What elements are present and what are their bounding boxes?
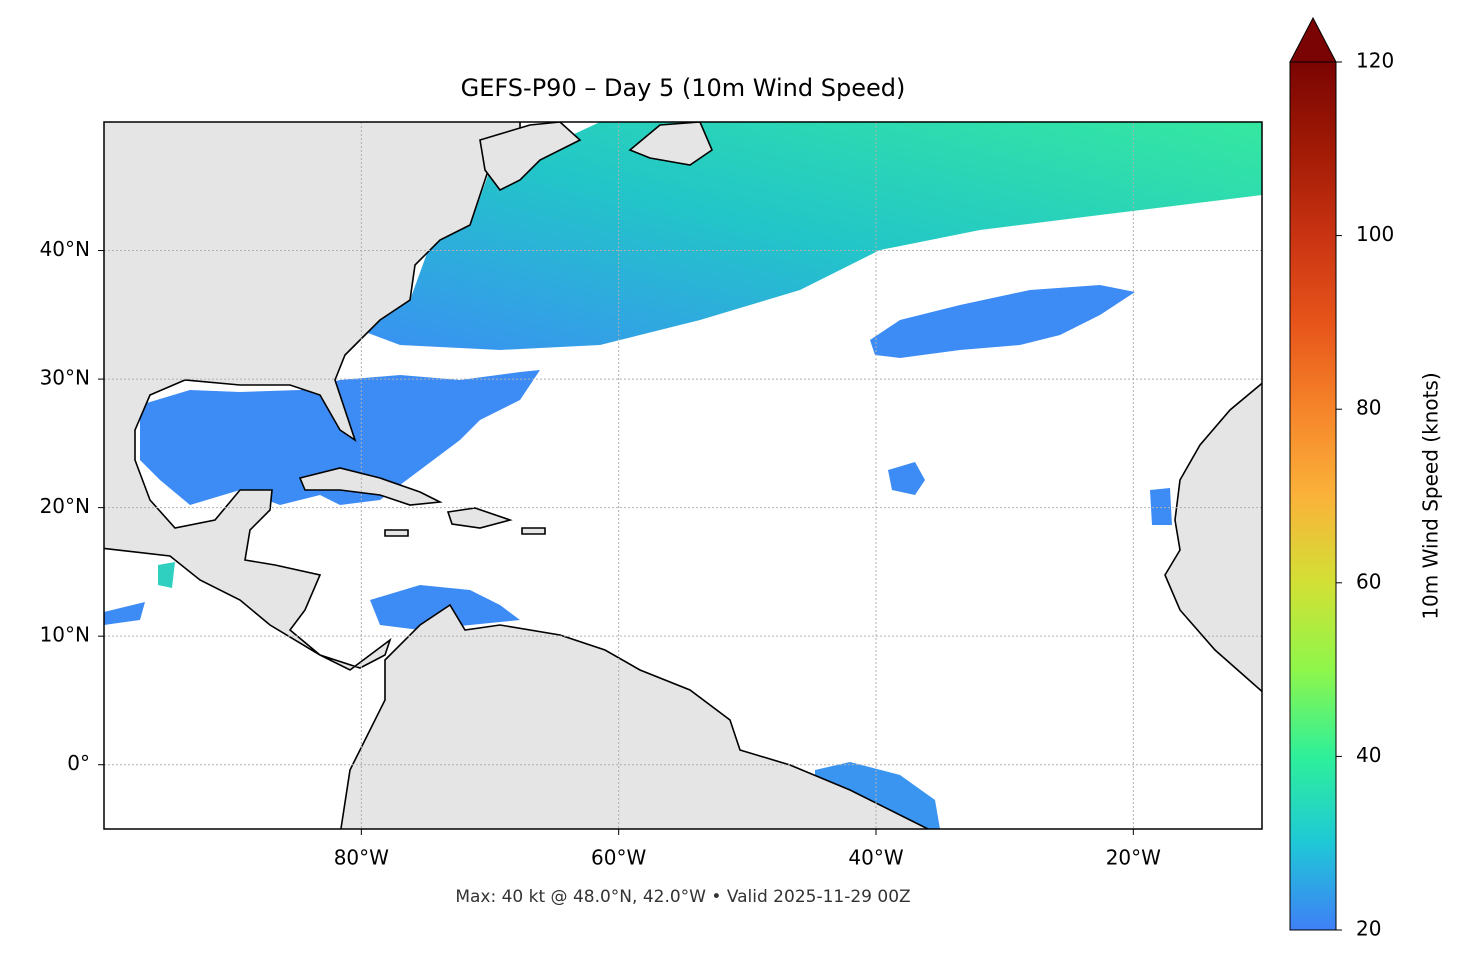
- wind-field: [360, 122, 1262, 350]
- wind-field: [888, 462, 925, 495]
- x-tick-label: 40°W: [848, 846, 903, 870]
- y-tick-label: 40°N: [40, 237, 90, 261]
- x-tick-label: 80°W: [334, 846, 389, 870]
- map-layer: [104, 122, 1262, 829]
- colorbar: [1289, 61, 1337, 931]
- wind-field: [815, 762, 940, 829]
- wind-field: [1150, 488, 1172, 525]
- colorbar-label: 10m Wind Speed (knots): [1419, 372, 1443, 619]
- colorbar-tick-label: 80: [1356, 396, 1381, 420]
- wind-field: [104, 602, 145, 625]
- y-tick-label: 0°: [67, 751, 90, 775]
- cuba: [298, 467, 443, 506]
- newfoundland: [628, 122, 713, 166]
- hispaniola: [446, 507, 513, 529]
- colorbar-tick-label: 20: [1356, 917, 1381, 941]
- x-tick-label: 20°W: [1106, 846, 1161, 870]
- jamaica: [384, 529, 409, 537]
- colorbar-tick-label: 120: [1356, 49, 1394, 73]
- puerto-rico: [521, 527, 546, 535]
- x-tick-label: 60°W: [591, 846, 646, 870]
- canada-maritimes: [479, 122, 582, 192]
- plot-frame: [103, 121, 1263, 830]
- south-america: [340, 603, 930, 829]
- colorbar-tick-label: 100: [1356, 222, 1394, 246]
- africa: [1164, 382, 1262, 693]
- wind-field: [158, 562, 175, 588]
- wind-field: [140, 370, 540, 505]
- y-tick-label: 20°N: [40, 494, 90, 518]
- north-america: [104, 122, 521, 671]
- y-tick-label: 30°N: [40, 366, 90, 390]
- annotation: Max: 40 kt @ 48.0°N, 42.0°W • Valid 2025…: [455, 887, 910, 907]
- colorbar-tick-label: 40: [1356, 743, 1381, 767]
- colorbar-extension: [1289, 16, 1337, 63]
- chart-title: GEFS-P90 – Day 5 (10m Wind Speed): [461, 74, 906, 102]
- colorbar-tick-label: 60: [1356, 569, 1381, 593]
- wind-field: [870, 285, 1135, 358]
- y-tick-label: 10°N: [40, 623, 90, 647]
